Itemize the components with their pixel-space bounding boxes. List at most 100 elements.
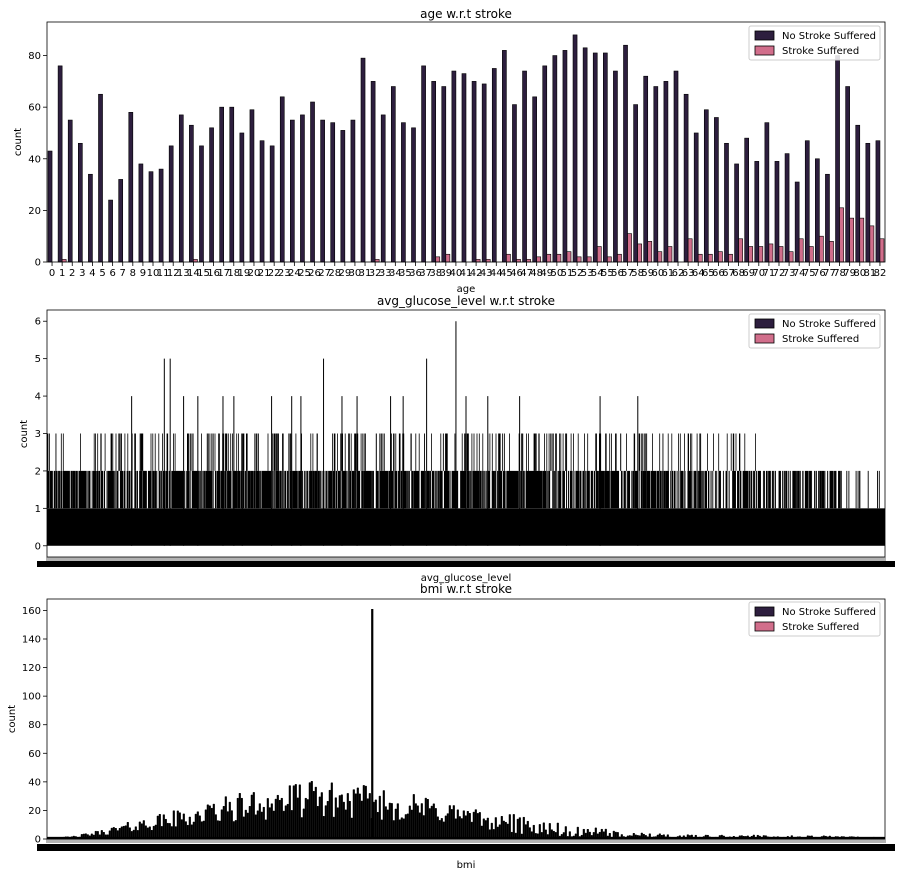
- age-x-tick-label-69: 69: [742, 268, 755, 279]
- glucose-y-tick-label-4: 4: [35, 392, 41, 403]
- age-x-tick-label-67: 67: [722, 268, 735, 279]
- age-x-tick-label-73: 73: [783, 268, 796, 279]
- bmi-legend-label-stroke: Stroke Suffered: [782, 622, 859, 633]
- age-x-tick-label-59: 59: [641, 268, 654, 279]
- age-bar-no-stroke-65: [703, 109, 709, 263]
- glucose-legend-swatch-stroke: [754, 333, 775, 344]
- age-bar-no-stroke-16: [209, 127, 214, 263]
- bmi-plot-area: [47, 599, 885, 839]
- age-bar-no-stroke-23: [279, 96, 285, 263]
- age-x-tick-label-60: 60: [651, 268, 664, 279]
- age-x-tick-label-75: 75: [803, 268, 816, 279]
- age-bar-no-stroke-11: [158, 168, 164, 263]
- age-x-tick-label-17: 17: [217, 268, 230, 279]
- glucose-y-ticks: 0 1 2 3 4 5 6: [35, 317, 47, 552]
- bmi-legend: No Stroke Suffered Stroke Suffered: [748, 601, 881, 637]
- age-x-tick-label-5: 5: [99, 268, 105, 279]
- glucose-legend-box: [748, 313, 881, 349]
- age-bar-stroke-61: [667, 246, 673, 263]
- bmi-plot-frame: [46, 598, 886, 840]
- glucose-chart-title: avg_glucose_level w.r.t stroke: [377, 294, 555, 308]
- age-x-tick-label-81: 81: [863, 268, 876, 279]
- age-x-tick-label-57: 57: [621, 268, 634, 279]
- bmi-legend-box: [748, 601, 881, 637]
- age-x-tick-label-82: 82: [874, 268, 887, 279]
- age-x-tick-label-34: 34: [389, 268, 402, 279]
- age-bar-no-stroke-2: [67, 119, 73, 263]
- age-bar-no-stroke-5: [98, 93, 103, 263]
- glucose-y-tick-label-2: 2: [35, 466, 41, 477]
- age-x-tick-label-29: 29: [338, 268, 351, 279]
- age-bar-stroke-80: [859, 217, 865, 263]
- age-x-tick-label-55: 55: [601, 268, 614, 279]
- age-x-tick-label-22: 22: [268, 268, 281, 279]
- age-x-tick-label-18: 18: [227, 268, 240, 279]
- age-bar-no-stroke-57: [623, 44, 628, 263]
- bmi-bars: [46, 609, 885, 840]
- age-y-tick-label-1: 20: [28, 206, 41, 217]
- age-bar-stroke-74: [798, 238, 804, 263]
- age-bar-no-stroke-76: [815, 158, 820, 263]
- age-bar-stroke-54: [596, 246, 602, 263]
- age-x-tick-label-20: 20: [248, 268, 261, 279]
- age-x-tick-label-68: 68: [732, 268, 745, 279]
- age-x-tick-label-80: 80: [853, 268, 866, 279]
- age-bar-no-stroke-54: [592, 52, 598, 263]
- age-x-tick-label-0: 0: [49, 268, 55, 279]
- age-bar-no-stroke-34: [390, 86, 396, 263]
- age-x-tick-label-23: 23: [278, 268, 291, 279]
- age-x-tick-label-2: 2: [69, 268, 75, 279]
- age-bar-no-stroke-35: [401, 122, 406, 263]
- age-bar-no-stroke-73: [784, 153, 790, 263]
- age-bar-no-stroke-26: [310, 101, 315, 263]
- age-x-tick-label-15: 15: [197, 268, 210, 279]
- age-bar-no-stroke-79: [845, 86, 850, 263]
- age-x-tick-label-19: 19: [238, 268, 251, 279]
- age-bar-no-stroke-29: [340, 130, 346, 263]
- glucose-legend-swatch-no-stroke: [754, 318, 775, 329]
- age-bar-stroke-81: [869, 225, 875, 263]
- age-x-tick-label-25: 25: [298, 268, 311, 279]
- age-bar-no-stroke-58: [633, 104, 638, 263]
- age-bar-stroke-66: [718, 251, 723, 263]
- age-x-tick-label-37: 37: [419, 268, 432, 279]
- age-bar-stroke-70: [758, 246, 764, 263]
- glucose-chart: avg_glucose_level w.r.t stroke 0 1 2 3 4 5 6 a…: [19, 294, 895, 584]
- age-bar-stroke-39: [445, 253, 451, 263]
- age-x-tick-label-31: 31: [359, 268, 372, 279]
- age-bar-no-stroke-7: [118, 179, 124, 263]
- bmi-y-tick-label-3: 60: [28, 749, 41, 760]
- age-x-tick-label-16: 16: [207, 268, 220, 279]
- age-bar-no-stroke-68: [734, 163, 739, 263]
- age-bar-no-stroke-31: [360, 57, 366, 263]
- age-bar-stroke-64: [697, 253, 703, 263]
- age-bar-stroke-59: [647, 241, 653, 263]
- age-bar-no-stroke-33: [380, 114, 386, 263]
- age-x-tick-label-72: 72: [773, 268, 786, 279]
- age-x-tick-label-52: 52: [571, 268, 584, 279]
- age-bar-no-stroke-59: [643, 75, 649, 263]
- age-bar-stroke-55: [607, 256, 612, 263]
- age-bar-no-stroke-15: [199, 145, 204, 263]
- age-bar-stroke-72: [778, 246, 784, 263]
- age-bar-no-stroke-30: [350, 119, 356, 263]
- age-bar-stroke-56: [617, 253, 622, 263]
- age-legend-swatch-no-stroke: [754, 30, 775, 41]
- glucose-x-tick-labels-overlap: [37, 561, 895, 567]
- glucose-x-axis-label: avg_glucose_level: [421, 573, 512, 584]
- age-x-tick-label-43: 43: [480, 268, 493, 279]
- bmi-legend-swatch-stroke: [754, 621, 775, 632]
- age-bar-stroke-52: [576, 256, 582, 263]
- bmi-x-tick-labels-overlap: [37, 844, 895, 851]
- age-x-tick-label-41: 41: [460, 268, 473, 279]
- age-bar-no-stroke-70: [754, 161, 760, 263]
- bmi-bars-baseline: [47, 836, 885, 839]
- age-chart-title: age w.r.t stroke: [420, 7, 512, 21]
- age-x-tick-label-39: 39: [439, 268, 452, 279]
- age-bar-stroke-57: [627, 233, 632, 263]
- age-y-tick-label-2: 40: [28, 154, 41, 165]
- age-bar-stroke-45: [506, 253, 511, 263]
- age-x-tick-label-4: 4: [89, 268, 95, 279]
- age-bar-no-stroke-49: [542, 65, 548, 263]
- age-chart: age w.r.t stroke 0 1 2 3 4 5 6 7 8 9 1011121314151…: [13, 7, 886, 295]
